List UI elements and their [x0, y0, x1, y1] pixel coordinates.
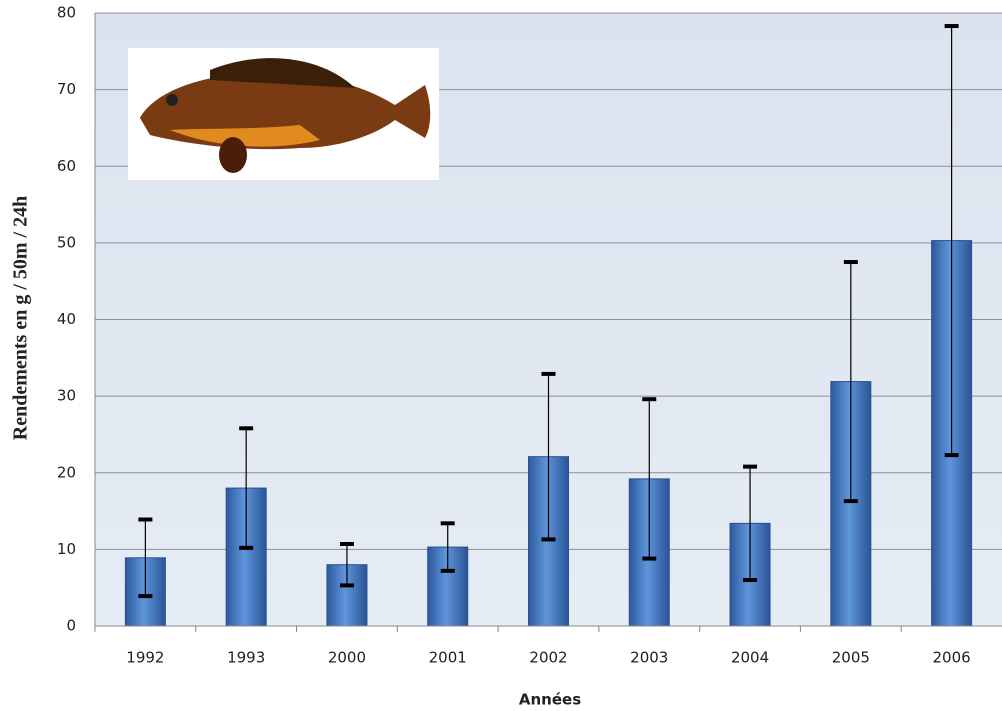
fish-picture [128, 48, 439, 180]
y-tick-label: 10 [57, 540, 76, 558]
y-tick-label: 80 [57, 4, 76, 22]
y-tick-label: 50 [57, 233, 76, 251]
error-bar [138, 517, 153, 599]
error-bar [843, 260, 858, 504]
x-tick-label: 2005 [832, 649, 870, 667]
x-tick-label: 2006 [933, 649, 971, 667]
y-tick-label: 30 [57, 387, 76, 405]
y-tick-label: 70 [57, 80, 76, 98]
error-bar [239, 426, 254, 550]
bars [124, 24, 973, 627]
x-tick-label: 2003 [630, 649, 668, 667]
x-tick-label: 1992 [126, 649, 164, 667]
y-tick-label: 40 [57, 310, 76, 328]
x-tick-label: 1993 [227, 649, 265, 667]
x-axis-title: Années [519, 691, 581, 709]
error-bar [944, 24, 959, 458]
x-tick-label: 2000 [328, 649, 366, 667]
error-bar [541, 371, 556, 542]
x-tick-label: 2002 [529, 649, 567, 667]
x-tick-label: 2004 [731, 649, 769, 667]
error-bar [440, 521, 455, 573]
error-bar [743, 464, 758, 583]
error-bar [339, 542, 354, 588]
x-tick-label: 2001 [429, 649, 467, 667]
y-tick-label: 20 [57, 463, 76, 481]
error-bar [642, 397, 657, 561]
y-axis-title: Rendements en g / 50m / 24h [10, 196, 32, 440]
y-tick-label: 60 [57, 157, 76, 175]
y-tick-label: 0 [66, 617, 76, 635]
